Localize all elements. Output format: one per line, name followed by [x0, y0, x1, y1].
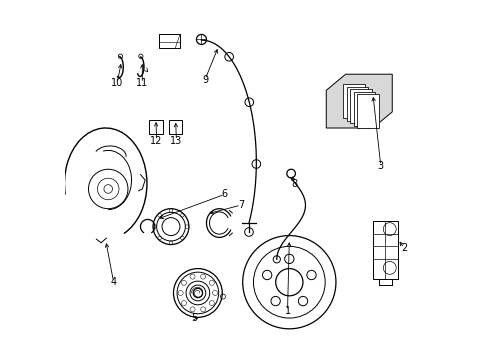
- Circle shape: [286, 169, 295, 178]
- Polygon shape: [325, 74, 391, 128]
- Bar: [353, 91, 375, 126]
- Text: 2: 2: [400, 243, 407, 253]
- Text: 4: 4: [110, 277, 117, 287]
- Bar: [372, 221, 397, 279]
- Bar: [149, 120, 163, 134]
- Text: 8: 8: [291, 179, 297, 189]
- Text: 10: 10: [111, 78, 123, 88]
- Text: 9: 9: [202, 75, 208, 85]
- Bar: [346, 87, 367, 121]
- Bar: [169, 121, 182, 134]
- Bar: [357, 94, 378, 128]
- Bar: [343, 84, 364, 118]
- Text: 13: 13: [170, 136, 182, 145]
- Text: 11: 11: [136, 78, 148, 88]
- Text: 7: 7: [237, 200, 244, 210]
- Bar: [349, 89, 371, 123]
- Bar: [159, 35, 180, 48]
- Text: 3: 3: [377, 161, 383, 171]
- Text: 1: 1: [284, 306, 290, 316]
- Text: 12: 12: [150, 136, 163, 145]
- Text: 5: 5: [191, 313, 197, 323]
- Text: 6: 6: [221, 189, 227, 199]
